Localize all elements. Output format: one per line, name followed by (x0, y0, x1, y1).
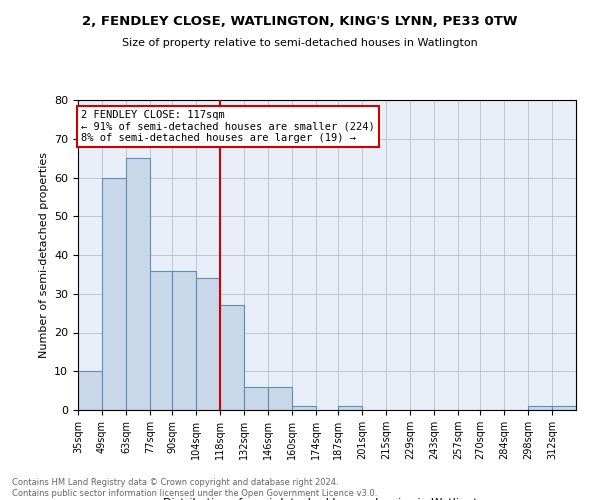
Bar (150, 270, 172, 410)
Bar (552, 406, 576, 410)
Bar (244, 387, 268, 410)
Bar (268, 387, 292, 410)
Bar (528, 406, 552, 410)
Bar (220, 306, 244, 410)
Bar (126, 158, 150, 410)
Text: 2 FENDLEY CLOSE: 117sqm
← 91% of semi-detached houses are smaller (224)
8% of se: 2 FENDLEY CLOSE: 117sqm ← 91% of semi-de… (82, 110, 375, 143)
Text: Contains HM Land Registry data © Crown copyright and database right 2024.
Contai: Contains HM Land Registry data © Crown c… (12, 478, 377, 498)
Bar (172, 270, 196, 410)
Bar (78, 371, 102, 410)
X-axis label: Distribution of semi-detached houses by size in Watlington: Distribution of semi-detached houses by … (163, 498, 491, 500)
Bar (338, 406, 362, 410)
Text: 2, FENDLEY CLOSE, WATLINGTON, KING'S LYNN, PE33 0TW: 2, FENDLEY CLOSE, WATLINGTON, KING'S LYN… (82, 15, 518, 28)
Text: Size of property relative to semi-detached houses in Watlington: Size of property relative to semi-detach… (122, 38, 478, 48)
Y-axis label: Number of semi-detached properties: Number of semi-detached properties (38, 152, 49, 358)
Bar (196, 278, 220, 410)
Bar (102, 178, 126, 410)
Bar (292, 406, 316, 410)
